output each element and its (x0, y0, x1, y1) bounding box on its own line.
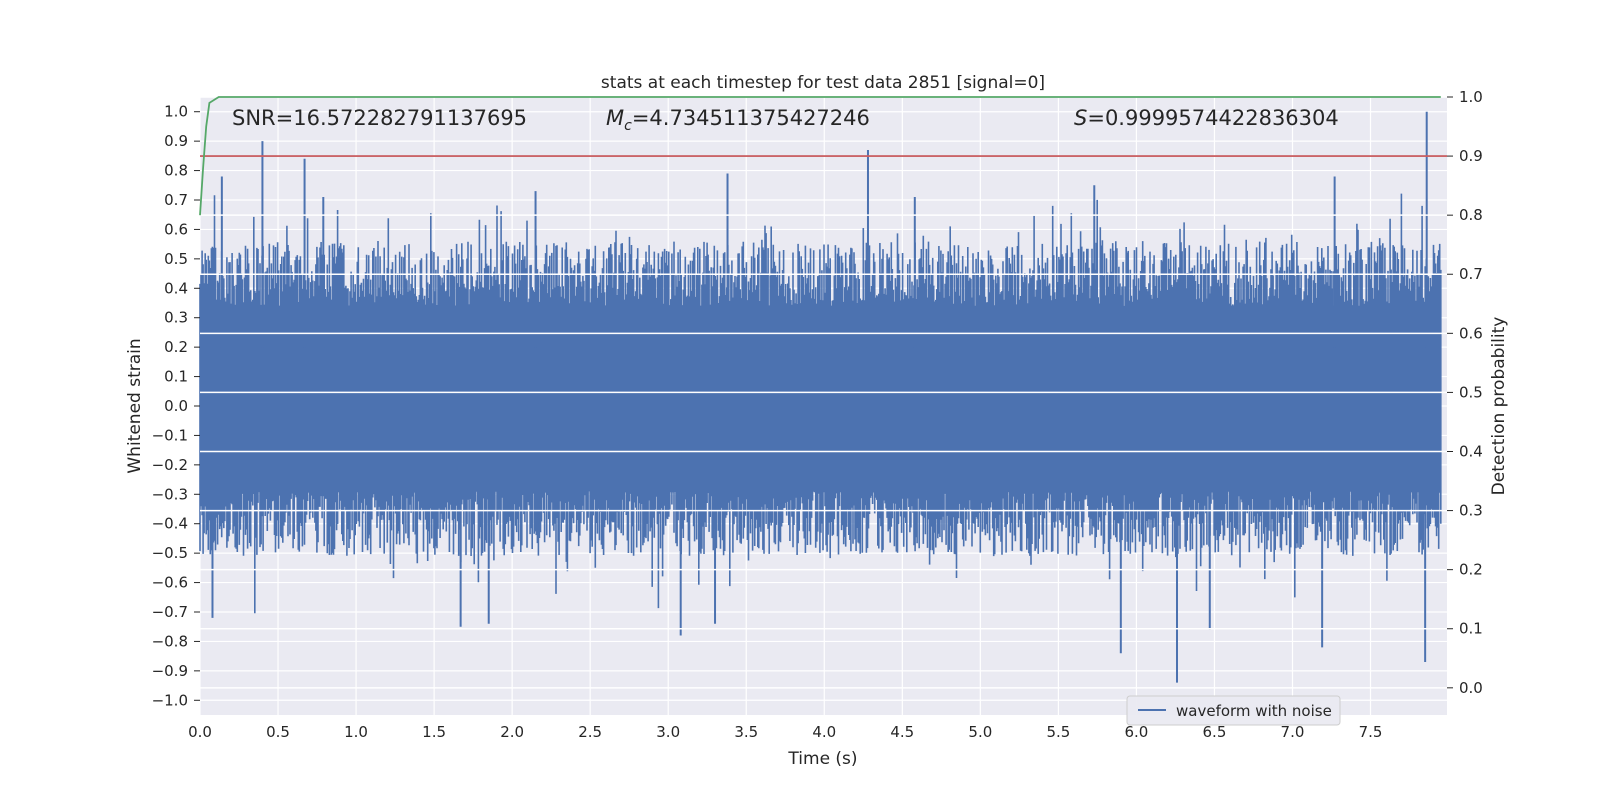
x-tick-label: 2.0 (500, 723, 524, 741)
legend: waveform with noise (1126, 695, 1341, 726)
y2-tick-label: 0.2 (1459, 561, 1483, 579)
y-tick-label: 0.6 (164, 220, 188, 238)
x-tick-label: 5.5 (1046, 723, 1070, 741)
x-axis-ticks: 0.0 0.5 1.0 1.5 2.0 2.5 3.0 3.5 4.0 4.5 5.0 5.5 6.0 6… (188, 723, 1382, 741)
x-tick-label: 7.5 (1359, 723, 1383, 741)
y-tick-label: 0.1 (164, 368, 188, 386)
y-tick-label: 0.0 (164, 397, 188, 415)
annotation-chirp-mass: Mc=4.734511375427246 (606, 106, 870, 134)
s-symbol: S (1074, 106, 1087, 130)
strain-series (199, 111, 1442, 683)
probability-line (199, 96, 1441, 216)
y-tick-label: −0.8 (152, 632, 188, 650)
y2-tick-label: 0.9 (1459, 147, 1483, 165)
y2-tick-label: 0.7 (1459, 265, 1483, 283)
y2-axis-label: Detection probability (1489, 317, 1509, 496)
y-tick-label: 0.4 (164, 279, 188, 297)
x-tick-label: 6.5 (1203, 723, 1227, 741)
x-tick-label: 3.0 (656, 723, 680, 741)
x-tick-label: 4.5 (890, 723, 914, 741)
snr-text: SNR=16.572282791137695 (232, 106, 527, 130)
y-tick-label: 0.2 (164, 338, 188, 356)
x-tick-label: 4.0 (812, 723, 836, 741)
y-tick-label: 1.0 (164, 103, 188, 121)
y-tick-label: −0.4 (152, 515, 188, 533)
y-tick-label: −0.3 (152, 485, 188, 503)
y2-tick-label: 0.4 (1459, 442, 1483, 460)
y2-tick-label: 0.3 (1459, 502, 1483, 520)
y-tick-label: −0.5 (152, 544, 188, 562)
y-tick-label: 0.8 (164, 162, 188, 180)
y-tick-label: −0.6 (152, 574, 188, 592)
y-axis-label: Whitened strain (125, 338, 145, 473)
y-tick-label: 0.3 (164, 309, 188, 327)
y-tick-label: 0.5 (164, 250, 188, 268)
x-tick-label: 1.0 (344, 723, 368, 741)
annotation-snr: SNR=16.572282791137695 (232, 106, 527, 130)
s-value: =0.9999574422836304 (1087, 106, 1338, 130)
probability-series (199, 96, 1447, 216)
x-tick-label: 1.5 (422, 723, 446, 741)
x-tick-label: 5.0 (968, 723, 992, 741)
y-tick-label: −1.0 (152, 691, 188, 709)
y-tick-label: 0.7 (164, 191, 188, 209)
waveform-core (200, 347, 1441, 459)
legend-box (1126, 695, 1341, 726)
chart-title: stats at each timestep for test data 285… (601, 73, 1045, 93)
y2-axis-ticks: 1.0 0.9 0.8 0.7 0.6 0.5 0.4 0.3 0.2 0.1 0.0 (1447, 88, 1483, 697)
y2-tick-label: 0.6 (1459, 324, 1483, 342)
mc-symbol: M (606, 106, 624, 130)
x-tick-label: 3.5 (734, 723, 758, 741)
y-tick-label: −0.2 (152, 456, 188, 474)
mc-subscript: c (624, 118, 632, 134)
y-tick-label: 0.9 (164, 132, 188, 150)
x-tick-label: 0.5 (266, 723, 290, 741)
x-tick-label: 0.0 (188, 723, 212, 741)
y2-tick-label: 0.1 (1459, 620, 1483, 638)
x-axis-label: Time (s) (787, 749, 857, 769)
y2-tick-label: 0.5 (1459, 383, 1483, 401)
annotation-s: S=0.9999574422836304 (1074, 106, 1339, 130)
x-tick-label: 2.5 (578, 723, 602, 741)
legend-label: waveform with noise (1176, 702, 1332, 720)
y2-tick-label: 0.8 (1459, 206, 1483, 224)
y2-tick-label: 0.0 (1459, 679, 1483, 697)
y-tick-label: −0.9 (152, 662, 188, 680)
mc-value: =4.734511375427246 (632, 106, 870, 130)
y2-tick-label: 1.0 (1459, 88, 1483, 106)
y-tick-label: −0.7 (152, 603, 188, 621)
y-tick-label: −0.1 (152, 426, 188, 444)
x-tick-label: 7.0 (1281, 723, 1305, 741)
y-axis-ticks: 1.0 0.9 0.8 0.7 0.6 0.5 0.4 0.3 0.2 0.1 0.0 −0.1 −0.… (152, 103, 200, 709)
x-tick-label: 6.0 (1124, 723, 1148, 741)
